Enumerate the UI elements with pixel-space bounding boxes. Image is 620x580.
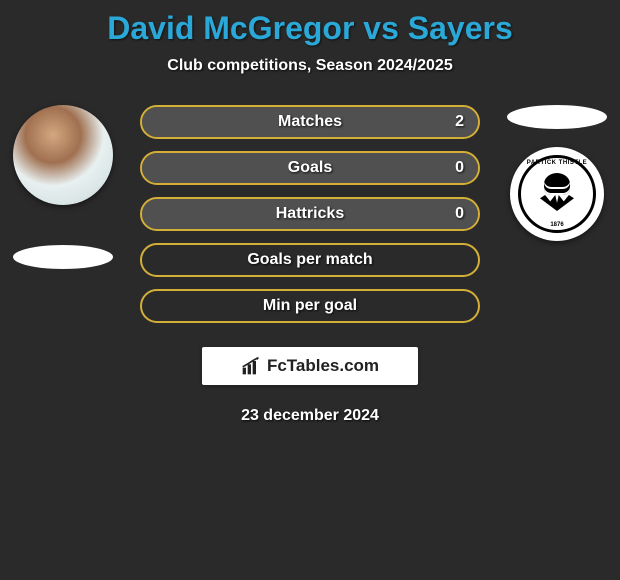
player-left-avatar (13, 105, 113, 205)
stat-label: Hattricks (142, 199, 478, 229)
player-left-column (8, 105, 118, 269)
stat-label: Min per goal (142, 291, 478, 321)
subtitle: Club competitions, Season 2024/2025 (0, 57, 620, 75)
stat-row-goals-per-match: Goals per match (140, 243, 480, 277)
club-badge-text-top: PARTICK THISTLE (521, 160, 593, 166)
stat-value: 0 (455, 153, 464, 183)
chart-icon (241, 356, 261, 376)
stat-value: 2 (455, 107, 464, 137)
branding-badge: FcTables.com (202, 347, 418, 385)
stat-label: Goals (142, 153, 478, 183)
page-title: David McGregor vs Sayers (0, 0, 620, 47)
stat-row-matches: Matches 2 (140, 105, 480, 139)
branding-text: FcTables.com (267, 356, 379, 376)
content-area: PARTICK THISTLE 1876 Matches 2 Goals 0 H… (0, 105, 620, 425)
club-badge-inner: PARTICK THISTLE 1876 (518, 155, 596, 233)
stat-label: Matches (142, 107, 478, 137)
stat-label: Goals per match (142, 245, 478, 275)
stat-row-goals: Goals 0 (140, 151, 480, 185)
club-badge-year: 1876 (521, 222, 593, 228)
stat-value: 0 (455, 199, 464, 229)
club-badge: PARTICK THISTLE 1876 (510, 147, 604, 241)
thistle-icon (536, 173, 578, 215)
stat-row-min-per-goal: Min per goal (140, 289, 480, 323)
player-right-nameplate (507, 105, 607, 129)
player-right-column: PARTICK THISTLE 1876 (502, 105, 612, 241)
date-label: 23 december 2024 (0, 407, 620, 425)
player-left-nameplate (13, 245, 113, 269)
stat-row-hattricks: Hattricks 0 (140, 197, 480, 231)
stats-list: Matches 2 Goals 0 Hattricks 0 Goals per … (140, 105, 480, 323)
